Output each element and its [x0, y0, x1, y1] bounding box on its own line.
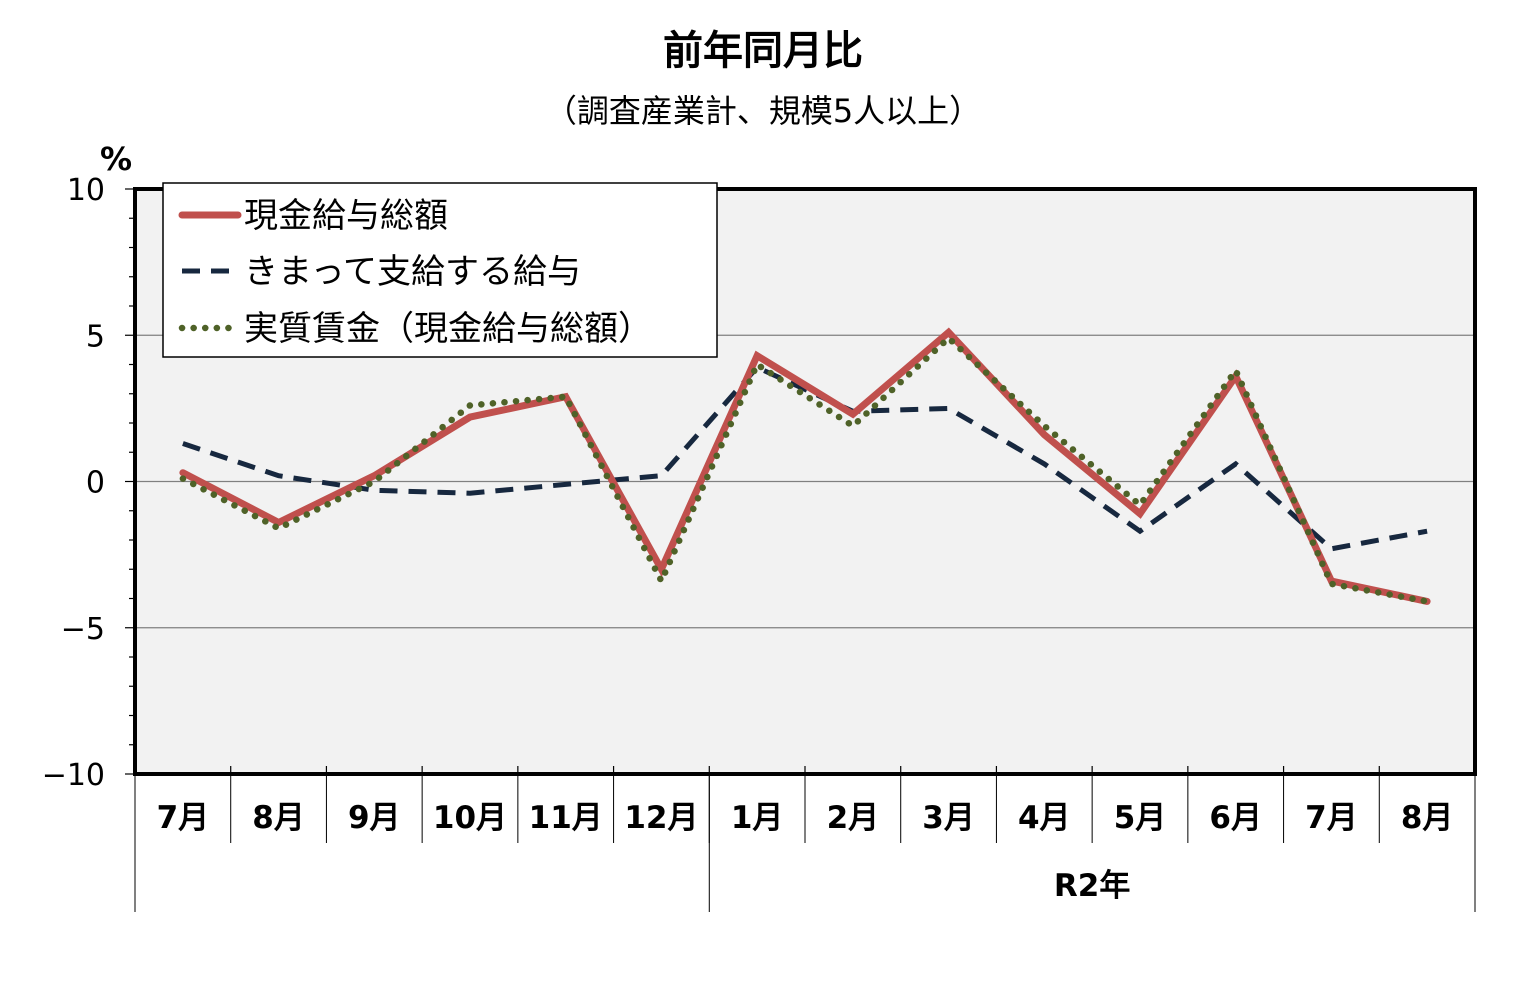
year-label: R2年	[1054, 868, 1130, 904]
x-tick-label: 2月	[827, 800, 880, 836]
legend-label: 実質賃金（現金給与総額）	[244, 309, 652, 349]
x-tick-label: 7月	[157, 800, 210, 836]
legend-box	[162, 182, 718, 358]
y-tick-label: 10	[67, 173, 105, 208]
chart-subtitle: （調査産業計、規模5人以上）	[545, 92, 981, 130]
x-tick-label: 4月	[1018, 800, 1071, 836]
y-tick-label: −5	[61, 612, 105, 647]
x-axis: 7月 8月 9月 10月 11月 12月 1月 2月 3月 4月 5月 6月 7月 8月 R2年	[134, 766, 1476, 912]
y-axis: 10 5 0 −5 −10	[42, 173, 135, 793]
x-tick-label: 3月	[922, 800, 975, 836]
legend-label: きまって支給する給与	[244, 252, 581, 292]
x-tick-label: 11月	[529, 800, 603, 836]
x-tick-label: 10月	[433, 800, 507, 836]
x-tick-label: 5月	[1114, 800, 1167, 836]
series-line-solid	[179, 327, 1431, 605]
chart-title: 前年同月比	[663, 28, 863, 74]
series-line-dotted	[179, 333, 1431, 605]
series-line-dashed	[182, 364, 1428, 552]
x-tick-label: 6月	[1209, 800, 1262, 836]
y-tick-label: 5	[86, 319, 105, 354]
y-axis-unit: %	[100, 140, 132, 178]
legend-label: 現金給与総額	[244, 196, 448, 236]
x-tick-label: 8月	[252, 800, 305, 836]
y-tick-label: −10	[42, 758, 105, 793]
x-tick-label: 7月	[1305, 800, 1358, 836]
x-tick-label: 1月	[731, 800, 784, 836]
y-tick-label: 0	[86, 466, 105, 501]
x-tick-label: 12月	[624, 800, 698, 836]
x-tick-label: 9月	[348, 800, 401, 836]
series-group	[179, 327, 1431, 605]
x-tick-label: 8月	[1401, 800, 1454, 836]
